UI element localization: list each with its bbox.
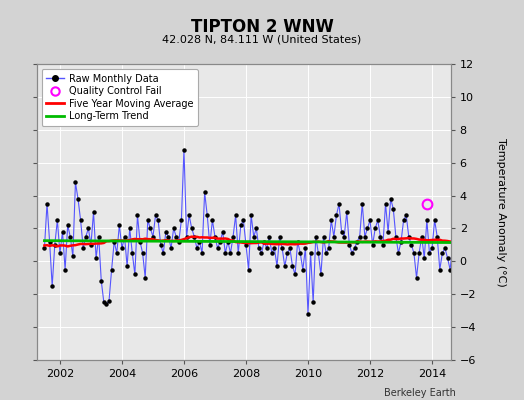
Text: TIPTON 2 WNW: TIPTON 2 WNW (191, 18, 333, 36)
Legend: Raw Monthly Data, Quality Control Fail, Five Year Moving Average, Long-Term Tren: Raw Monthly Data, Quality Control Fail, … (41, 69, 198, 126)
Y-axis label: Temperature Anomaly (°C): Temperature Anomaly (°C) (496, 138, 506, 286)
Text: Berkeley Earth: Berkeley Earth (384, 388, 456, 398)
Text: 42.028 N, 84.111 W (United States): 42.028 N, 84.111 W (United States) (162, 34, 362, 44)
